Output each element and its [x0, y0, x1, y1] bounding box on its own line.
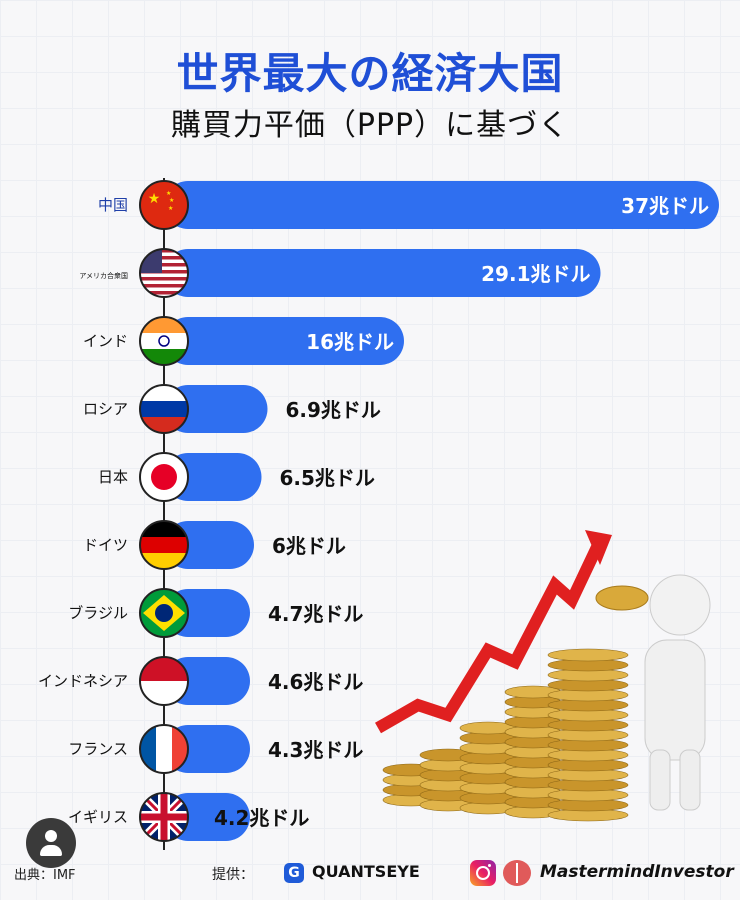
svg-text:★: ★ [168, 205, 173, 212]
category-label: ブラジル [68, 604, 128, 622]
value-label: 4.2兆ドル [214, 806, 309, 830]
brain-icon [503, 860, 531, 886]
svg-text:★: ★ [166, 190, 171, 197]
france-flag [139, 724, 189, 774]
uk-flag [139, 792, 189, 842]
bar-0 [164, 181, 719, 229]
category-label: インドネシア [38, 672, 128, 690]
mastermindinvestor-brand: MastermindInvestor [540, 862, 734, 882]
germany-flag [139, 520, 189, 570]
quantseye-logo-icon: G [284, 863, 304, 883]
category-label: ロシア [83, 400, 128, 418]
category-label: ドイツ [83, 536, 128, 554]
japan-flag [139, 452, 189, 502]
india-flag [139, 316, 189, 366]
category-label: 中国 [98, 196, 128, 214]
page-subtitle: 購買力平価（PPP）に基づく [170, 108, 570, 143]
bar-2 [164, 317, 404, 365]
svg-text:★: ★ [169, 197, 174, 204]
value-label: 6兆ドル [272, 534, 346, 558]
value-label: 16兆ドル [306, 330, 394, 354]
page-title: 世界最大の経済大国 [176, 49, 564, 98]
instagram-icon[interactable] [470, 860, 496, 886]
bar-1 [164, 249, 601, 297]
quantseye-brand: QUANTSEYE [312, 862, 420, 881]
value-label: 37兆ドル [621, 194, 709, 218]
bar-5 [164, 521, 254, 569]
value-label: 29.1兆ドル [481, 262, 590, 286]
provided-by-label: 提供： [212, 867, 254, 883]
value-label: 4.6兆ドル [268, 670, 363, 694]
category-label: フランス [68, 740, 128, 758]
category-label: アメリカ合衆国 [79, 271, 128, 280]
value-label: 4.7兆ドル [268, 602, 363, 626]
indonesia-flag [139, 656, 189, 706]
user-avatar-icon[interactable] [26, 818, 76, 868]
category-label: インド [83, 332, 128, 350]
brazil-flag [139, 588, 189, 638]
russia-flag [139, 384, 189, 434]
value-label: 4.3兆ドル [268, 738, 363, 762]
usa-flag [139, 248, 189, 298]
china-flag: ★ ★★★ [139, 180, 189, 230]
coin-stacks-rising-arrow-illustration [375, 530, 711, 822]
svg-text:★: ★ [148, 191, 161, 207]
category-label: イギリス [68, 808, 128, 826]
value-label: 6.9兆ドル [286, 398, 381, 422]
source-note: 出典：IMF [14, 868, 76, 883]
category-label: 日本 [98, 468, 128, 486]
bar-3 [164, 385, 268, 433]
bar-4 [164, 453, 262, 501]
value-label: 6.5兆ドル [280, 466, 375, 490]
